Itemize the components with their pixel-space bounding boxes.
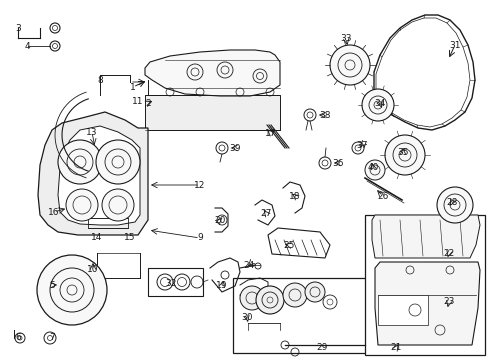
Text: 37: 37	[356, 140, 367, 149]
Circle shape	[436, 187, 472, 223]
Circle shape	[66, 189, 98, 221]
Text: 2: 2	[145, 99, 150, 108]
Polygon shape	[58, 126, 140, 225]
Circle shape	[256, 286, 284, 314]
Text: 30: 30	[241, 314, 252, 323]
Text: 5: 5	[49, 280, 55, 289]
Text: 36: 36	[331, 158, 343, 167]
Text: 16: 16	[48, 207, 60, 216]
Text: 32: 32	[165, 279, 176, 288]
Circle shape	[364, 160, 384, 180]
Circle shape	[361, 89, 393, 121]
Polygon shape	[145, 50, 280, 96]
Text: 19: 19	[216, 282, 227, 291]
Text: 40: 40	[366, 162, 378, 171]
Polygon shape	[145, 95, 280, 130]
Text: 33: 33	[340, 33, 351, 42]
Text: 7: 7	[49, 333, 55, 342]
Circle shape	[240, 286, 264, 310]
Bar	[232, 278, 382, 353]
Circle shape	[96, 140, 140, 184]
Text: 14: 14	[91, 234, 102, 243]
Text: 29: 29	[316, 343, 327, 352]
Polygon shape	[374, 262, 479, 345]
Polygon shape	[38, 112, 148, 235]
Circle shape	[102, 189, 134, 221]
Text: 1: 1	[130, 82, 136, 91]
Text: 3: 3	[15, 23, 21, 32]
Circle shape	[283, 283, 306, 307]
Text: 23: 23	[443, 297, 454, 306]
Bar	[364, 215, 484, 355]
Text: 25: 25	[283, 240, 294, 249]
Circle shape	[384, 135, 424, 175]
Text: 24: 24	[243, 261, 254, 270]
Text: 35: 35	[396, 148, 408, 157]
Text: 11: 11	[132, 96, 143, 105]
Circle shape	[37, 255, 107, 325]
Text: 10: 10	[87, 266, 99, 275]
Polygon shape	[373, 15, 474, 130]
Text: 39: 39	[229, 144, 240, 153]
Circle shape	[329, 45, 369, 85]
Text: 34: 34	[373, 99, 385, 108]
Text: 38: 38	[319, 111, 330, 120]
Text: 27: 27	[260, 208, 271, 217]
Text: 22: 22	[443, 248, 454, 257]
Circle shape	[305, 282, 325, 302]
Text: 20: 20	[214, 216, 225, 225]
Text: 31: 31	[448, 41, 460, 50]
Bar	[377, 295, 427, 325]
Circle shape	[58, 140, 102, 184]
Text: 18: 18	[289, 192, 300, 201]
Text: 13: 13	[86, 127, 98, 136]
Text: 28: 28	[446, 198, 457, 207]
Bar	[148, 268, 203, 296]
Text: 15: 15	[124, 234, 136, 243]
Bar	[88, 218, 128, 228]
Text: 26: 26	[377, 192, 388, 201]
Text: 21: 21	[389, 343, 401, 352]
Polygon shape	[371, 215, 479, 258]
Polygon shape	[267, 228, 329, 258]
Text: 12: 12	[194, 180, 205, 189]
Text: 8: 8	[97, 76, 102, 85]
Text: 17: 17	[264, 129, 276, 138]
Text: 6: 6	[15, 333, 21, 342]
Text: 4: 4	[24, 41, 30, 50]
Text: 9: 9	[197, 234, 203, 243]
